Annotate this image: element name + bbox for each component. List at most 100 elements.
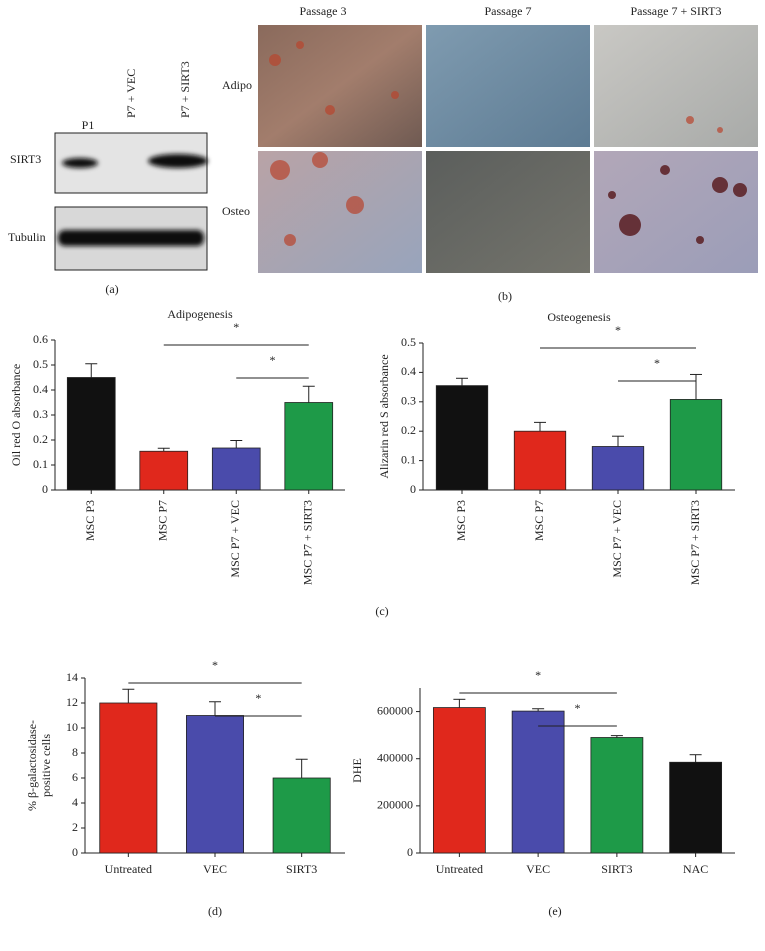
y-tick-label: 0 (72, 845, 78, 859)
panel-label: (c) (375, 604, 388, 618)
y-tick-label: 14 (66, 670, 78, 684)
x-tick-label: Untreated (105, 862, 152, 876)
micrograph (426, 151, 590, 273)
x-tick-label: MSC P3 (454, 500, 468, 541)
x-tick-label: MSC P7 (532, 500, 546, 541)
y-tick-label: 2 (72, 820, 78, 834)
bar (66, 377, 116, 491)
y-axis-label: positive cells (39, 734, 53, 797)
stain-spots (269, 41, 723, 246)
significance-label: * (270, 353, 276, 367)
micrograph (594, 151, 758, 273)
row-label: Adipo (222, 78, 252, 92)
y-tick-label: 0 (42, 482, 48, 496)
y-tick-label: 0.3 (33, 407, 48, 421)
y-tick-label: 0.3 (401, 394, 416, 408)
y-axis-label: Oil red O absorbance (9, 364, 23, 466)
panel-label: (a) (105, 282, 118, 296)
y-tick-label: 200000 (377, 798, 413, 812)
bar (590, 737, 644, 854)
y-tick-label: 0.4 (401, 364, 416, 378)
bar (284, 402, 334, 491)
x-tick-label: SIRT3 (286, 862, 317, 876)
y-tick-label: 0.5 (401, 335, 416, 349)
y-tick-label: 0.2 (33, 432, 48, 446)
blot-band (148, 154, 208, 168)
x-tick-label: VEC (203, 862, 227, 876)
significance-label: * (535, 668, 541, 682)
error-bar (456, 377, 468, 386)
error-bar (689, 754, 702, 763)
x-tick-label: MSC P7 + SIRT3 (688, 500, 702, 585)
y-tick-label: 0.6 (33, 332, 48, 346)
y-tick-label: 0.2 (401, 423, 416, 437)
lane-label: P7 + VEC (124, 69, 138, 118)
error-bar (209, 701, 221, 716)
significance-label: * (233, 320, 239, 334)
panel-label: (b) (498, 289, 512, 303)
y-tick-label: 400000 (377, 750, 413, 764)
column-label: Passage 7 + SIRT3 (630, 4, 721, 18)
y-tick-label: 4 (72, 795, 78, 809)
x-tick-label: MSC P7 + SIRT3 (301, 500, 315, 585)
lane-label: P1 (82, 118, 95, 132)
row-label: SIRT3 (10, 152, 41, 166)
y-axis-label: DHE (350, 758, 364, 783)
bar (432, 707, 486, 854)
row-label: Osteo (222, 204, 250, 218)
x-tick-label: MSC P7 + VEC (610, 500, 624, 578)
bar (669, 399, 723, 491)
bar (669, 761, 723, 854)
significance-label: * (575, 701, 581, 715)
y-tick-label: 12 (66, 695, 78, 709)
blot-band (62, 158, 98, 168)
panel-label: (d) (208, 904, 222, 918)
error-bar (230, 440, 243, 448)
significance-label: * (212, 658, 218, 672)
y-tick-label: 0.1 (33, 457, 48, 471)
error-bar (295, 758, 308, 778)
error-bar (122, 688, 135, 703)
y-tick-label: 0.5 (33, 357, 48, 371)
bar (139, 450, 189, 491)
bar (513, 430, 567, 491)
y-tick-label: 600000 (377, 703, 413, 717)
bar (185, 715, 244, 854)
bar (99, 702, 158, 854)
error-bar (690, 373, 702, 400)
y-axis-label: % β-galactosidase- (25, 720, 39, 811)
y-tick-label: 0 (410, 482, 416, 496)
y-tick-label: 6 (72, 770, 78, 784)
micrograph (258, 25, 422, 147)
y-tick-label: 8 (72, 745, 78, 759)
significance-label: * (654, 356, 660, 370)
x-tick-label: VEC (526, 862, 550, 876)
blot-band (58, 230, 204, 246)
error-bar (157, 447, 170, 452)
bar (435, 385, 489, 491)
error-bar (85, 363, 98, 378)
x-tick-label: MSC P7 + VEC (228, 500, 242, 578)
x-tick-label: Untreated (436, 862, 483, 876)
y-tick-label: 0 (407, 845, 413, 859)
chart-title: Osteogenesis (547, 310, 611, 324)
column-label: Passage 7 (485, 4, 532, 18)
chart-title: Adipogenesis (167, 307, 233, 321)
error-bar (302, 385, 315, 403)
lane-label: P7 + SIRT3 (178, 61, 192, 118)
column-label: Passage 3 (300, 4, 347, 18)
significance-label: * (615, 323, 621, 337)
micrograph (426, 25, 590, 147)
x-tick-label: MSC P3 (83, 500, 97, 541)
micrograph (594, 25, 758, 147)
y-axis-label: Alizarin red S absorbance (377, 354, 391, 478)
stain-nodules (608, 165, 747, 244)
panel-label: (e) (548, 904, 561, 918)
micrographs: Passage 3 Passage 7 Passage 7 + SIRT3 Ad… (222, 4, 758, 303)
x-tick-label: MSC P7 (156, 500, 170, 541)
bar (591, 446, 645, 491)
x-tick-label: NAC (683, 862, 708, 876)
bar (211, 447, 261, 491)
x-tick-label: SIRT3 (601, 862, 632, 876)
